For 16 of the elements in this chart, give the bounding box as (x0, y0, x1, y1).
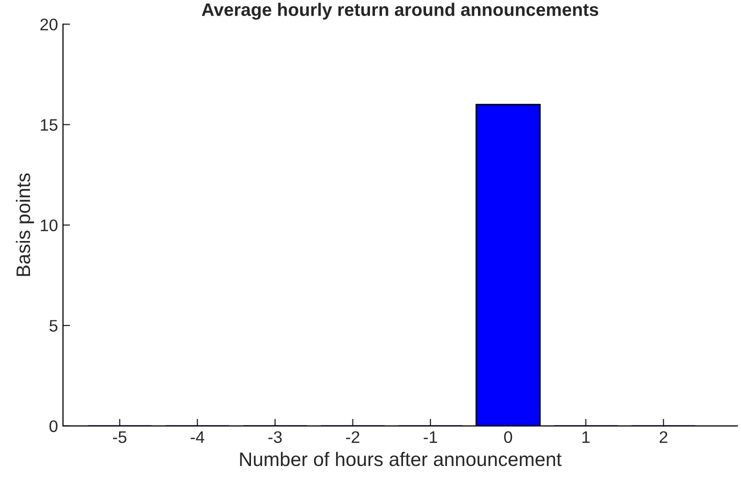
x-tick-label: -5 (113, 431, 126, 444)
y-axis-title: Basis points (16, 173, 34, 276)
x-tick-label: 0 (504, 431, 512, 444)
y-tick-label: 20 (40, 18, 58, 30)
y-tick-label: 15 (40, 119, 58, 131)
x-tick-label: 2 (660, 431, 668, 443)
x-tick-label: 1 (582, 431, 590, 443)
y-tick-label: 0 (50, 420, 58, 432)
chart-title: Average hourly return around announcements (202, 2, 598, 20)
x-tick-label: -3 (268, 431, 282, 444)
x-axis-title: Number of hours after announcement (240, 452, 562, 466)
y-tick-label: 5 (50, 320, 58, 332)
y-tick-label: 10 (40, 219, 58, 232)
x-tick-label: -4 (190, 431, 204, 443)
x-tick-label: -1 (424, 431, 438, 443)
x-tick-label: -2 (346, 431, 360, 443)
